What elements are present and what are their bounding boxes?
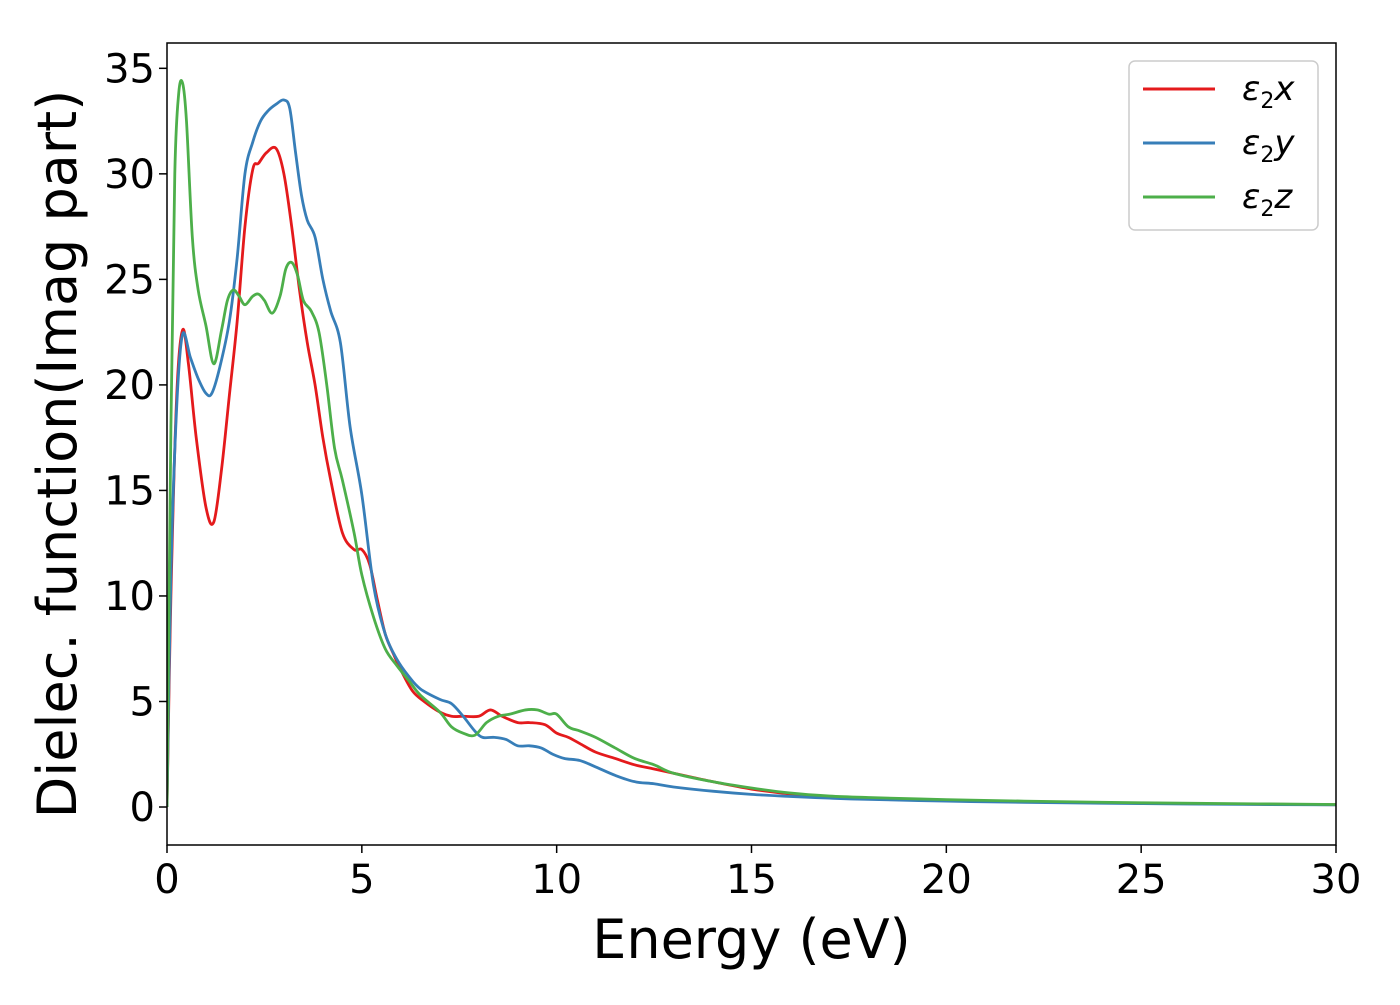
x-axis: 0 5 10 15 20 25 30	[154, 845, 1361, 903]
y-axis-title: Dielec. function(Imag part)	[26, 90, 89, 819]
legend-label-x: ε2x	[1242, 69, 1295, 114]
series-layer	[167, 79, 1336, 808]
legend: ε2x ε2y ε2z	[1128, 60, 1319, 231]
x-tick-label: 10	[531, 857, 582, 903]
y-tick-label: 30	[104, 152, 155, 198]
x-tick-label: 25	[1116, 857, 1167, 903]
series-line-y	[167, 98, 1336, 808]
y-tick-label: 25	[104, 257, 155, 303]
y-tick-label: 0	[130, 785, 155, 831]
y-tick-label: 10	[104, 574, 155, 620]
x-tick-label: 20	[921, 857, 972, 903]
legend-box	[1128, 60, 1319, 231]
x-tick-label: 0	[154, 857, 179, 903]
x-tick-label: 5	[349, 857, 374, 903]
x-tick-label: 30	[1311, 857, 1362, 903]
y-tick-label: 5	[130, 679, 155, 725]
series-line-z	[167, 79, 1336, 808]
y-tick-label: 35	[104, 46, 155, 92]
x-tick-label: 15	[726, 857, 777, 903]
x-axis-title: Energy (eV)	[592, 908, 911, 971]
y-tick-label: 15	[104, 468, 155, 514]
y-tick-label: 20	[104, 363, 155, 409]
legend-label-y: ε2y	[1242, 123, 1295, 168]
legend-label-z: ε2z	[1242, 177, 1293, 222]
y-axis: 0 5 10 15 20 25 30 35	[104, 46, 167, 831]
